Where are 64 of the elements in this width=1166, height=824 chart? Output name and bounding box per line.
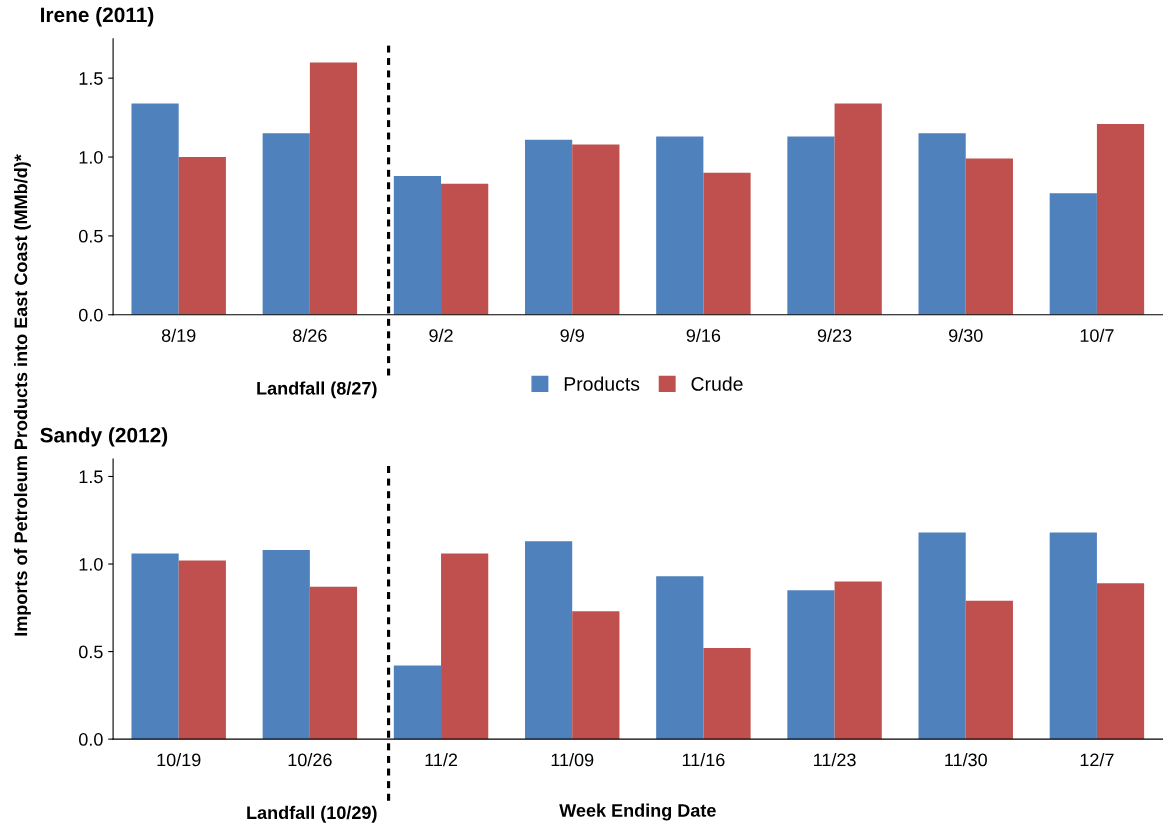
chart-title: Irene (2011)	[41, 6, 154, 27]
bar	[131, 103, 179, 315]
x-tick-label: 10/26	[288, 753, 332, 767]
x-tick-label: 12/7	[1080, 753, 1114, 767]
x-tick-label: 11/2	[425, 753, 458, 767]
legend-label: Crude	[691, 376, 743, 391]
chart-title: Sandy (2012)	[40, 427, 168, 447]
bar	[1096, 583, 1145, 740]
y-tick-label: 1.5	[79, 470, 103, 484]
x-tick-label: 8/26	[293, 328, 327, 342]
bar	[131, 553, 179, 740]
x-tick-label: 9/30	[949, 328, 983, 342]
bar	[965, 600, 1013, 740]
bar	[703, 648, 751, 740]
bar	[918, 532, 966, 740]
bar	[1049, 532, 1097, 740]
bar	[441, 183, 489, 315]
bar	[918, 133, 966, 315]
bar	[262, 550, 310, 740]
bar	[309, 586, 358, 740]
x-tick-label: 9/2	[429, 328, 453, 342]
bar	[572, 611, 620, 740]
bar	[834, 103, 882, 315]
bar	[393, 175, 442, 315]
bar	[787, 590, 835, 740]
x-tick-label: 8/19	[161, 328, 196, 342]
x-tick-label: 9/23	[817, 328, 852, 342]
bar	[656, 136, 704, 315]
y-tick-label: 0.0	[78, 308, 103, 322]
text: Landfall (10/29)	[247, 805, 377, 823]
text: Landfall (8/27)	[257, 381, 377, 399]
bar	[524, 541, 573, 740]
bar	[703, 172, 751, 315]
x-tick-label: 9/16	[686, 328, 721, 342]
x-tick-label: 11/16	[682, 753, 725, 767]
y-tick-label: 0.0	[78, 733, 103, 746]
bar	[572, 144, 620, 315]
bar	[834, 581, 882, 740]
bar	[178, 157, 226, 315]
bar	[178, 560, 226, 740]
y-tick-label: 1.5	[79, 72, 103, 85]
y-tick-label: 1.0	[79, 557, 103, 571]
x-tick-label: 10/7	[1080, 328, 1114, 342]
x-tick-label: 11/09	[551, 753, 594, 767]
bar	[441, 553, 489, 740]
bar	[262, 133, 310, 315]
x-tick-label: 10/19	[157, 753, 201, 767]
x-tick-label: 9/9	[560, 328, 584, 342]
x-axis-title: Week Ending Date	[559, 803, 716, 821]
bar	[393, 665, 442, 740]
x-tick-label: 11/23	[814, 753, 856, 767]
bar	[1049, 193, 1097, 315]
bar	[656, 576, 704, 740]
y-axis-title: Imports of Petroleum Products into East Coast (MMb/d)*	[13, 154, 31, 636]
legend-label: Products	[564, 376, 640, 391]
y-tick-label: 0.5	[78, 229, 103, 243]
y-tick-label: 1.0	[79, 150, 103, 164]
bar	[1096, 123, 1145, 315]
x-tick-label: 11/30	[945, 753, 987, 767]
bar	[309, 62, 358, 315]
bar	[524, 139, 573, 315]
bar	[787, 136, 835, 315]
bar	[965, 158, 1013, 315]
y-tick-label: 0.5	[78, 645, 103, 659]
